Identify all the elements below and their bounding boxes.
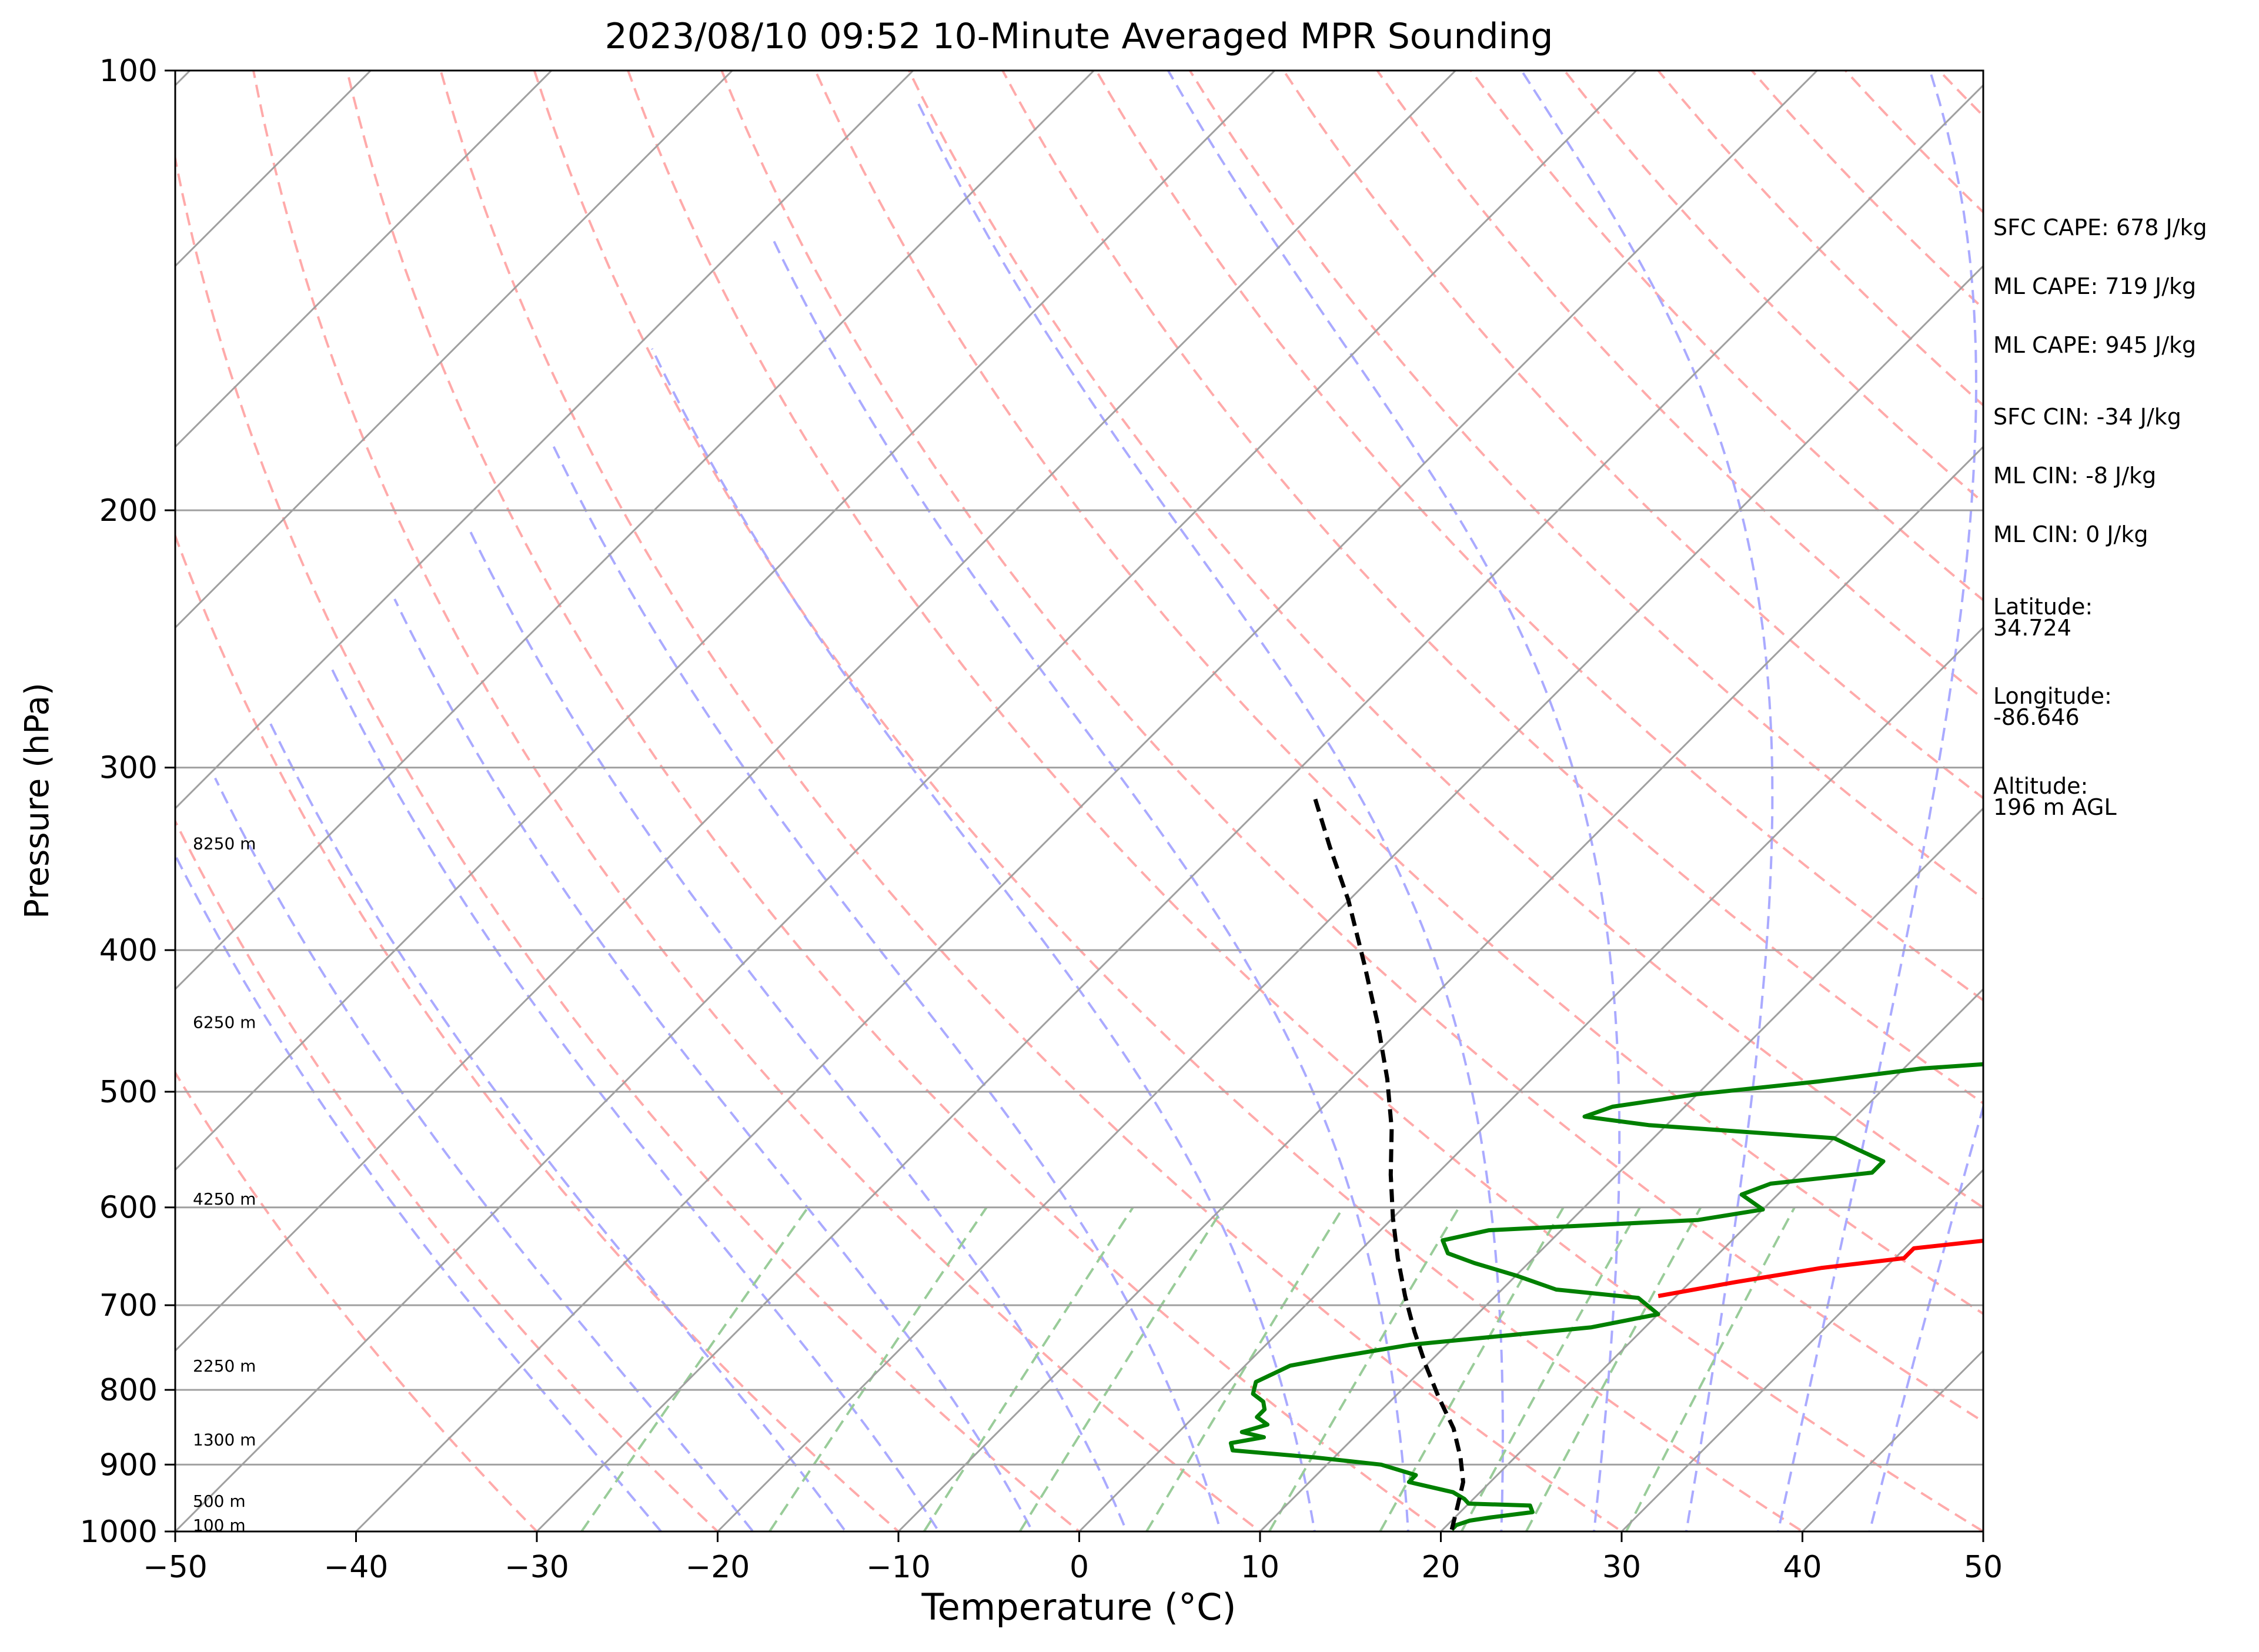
y-tick-label: 900 [99,1447,158,1483]
x-tick-label: −20 [686,1550,750,1585]
height-label: 4250 m [193,1189,256,1209]
x-tick-label: −40 [324,1550,389,1585]
y-tick-label: 700 [99,1288,158,1323]
annotation-text: ML CIN: -8 J/kg [1993,463,2156,489]
x-tick-label: 20 [1421,1550,1460,1585]
x-tick-label: 0 [1070,1550,1089,1585]
height-label: 2250 m [193,1356,256,1376]
x-tick-label: −50 [143,1550,208,1585]
x-axis-title: Temperature (°C) [921,1586,1236,1628]
y-tick-label: 1000 [80,1514,158,1550]
x-tick-label: 10 [1241,1550,1279,1585]
y-tick-label: 200 [99,493,158,529]
x-tick-label: −30 [504,1550,569,1585]
y-tick-label: 800 [99,1373,158,1408]
height-label: 100 m [193,1516,246,1535]
annotation-text: ML CIN: 0 J/kg [1993,521,2148,547]
y-tick-label: 600 [99,1190,158,1226]
annotation-text: ML CAPE: 719 J/kg [1993,273,2196,299]
y-tick-label: 500 [99,1075,158,1110]
y-axis-title: Pressure (hPa) [18,683,56,919]
x-tick-label: 30 [1602,1550,1641,1585]
y-tick-label: 400 [99,933,158,968]
x-tick-label: 40 [1783,1550,1822,1585]
x-tick-label: −10 [866,1550,931,1585]
x-tick-label: 50 [1964,1550,2003,1585]
annotation-text: SFC CAPE: 678 J/kg [1993,215,2207,240]
chart-title: 2023/08/10 09:52 10-Minute Averaged MPR … [605,16,1553,57]
annotation-text: ML CAPE: 945 J/kg [1993,332,2196,358]
height-label: 6250 m [193,1012,256,1032]
y-tick-label: 300 [99,751,158,786]
height-label: 8250 m [193,834,256,853]
height-label: 500 m [193,1492,246,1511]
height-label: 1300 m [193,1430,256,1449]
annotation-text: SFC CIN: -34 J/kg [1993,404,2181,430]
y-tick-label: 100 [99,53,158,89]
